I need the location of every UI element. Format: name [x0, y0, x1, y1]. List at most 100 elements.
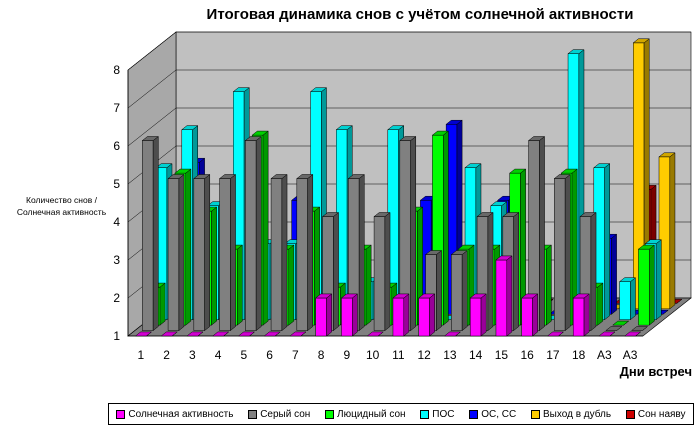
bar — [520, 293, 539, 337]
bar — [211, 331, 230, 337]
x-tick-label: 15 — [495, 348, 509, 362]
legend-label: Выход в дубль — [543, 408, 612, 420]
legend: Солнечная активность Серый сон Люцидный со… — [108, 403, 694, 425]
bar — [392, 293, 410, 337]
legend-item: Солнечная активность — [116, 409, 233, 420]
x-tick-label: 3 — [189, 348, 196, 362]
legend-swatch — [325, 409, 335, 419]
y-tick-label: 1 — [113, 329, 120, 343]
legend-label: Солнечная активность — [128, 408, 234, 420]
bar — [424, 249, 443, 332]
bar — [289, 331, 307, 337]
chart-title: Итоговая динамика снов с учётом солнечно… — [206, 6, 634, 23]
bar — [340, 293, 359, 337]
bar — [167, 173, 185, 332]
legend-label: Люцидный сон — [337, 408, 406, 420]
legend-swatch — [625, 409, 635, 419]
bar — [321, 211, 340, 332]
bar — [399, 135, 417, 332]
legend-label: ОС, СС — [481, 408, 517, 420]
bar — [546, 331, 565, 337]
legend-swatch — [116, 409, 126, 419]
bar — [598, 331, 616, 337]
legend-item: Выход в дубль — [531, 409, 611, 420]
legend-item: ПОС — [420, 409, 454, 420]
gridline — [127, 107, 691, 147]
y-tick-label: 5 — [113, 177, 120, 191]
x-tick-label: А3 — [623, 348, 638, 362]
gridline — [127, 69, 691, 109]
x-tick-label: 2 — [163, 348, 170, 362]
bar — [186, 331, 204, 337]
bar — [658, 152, 676, 310]
x-tick-label: 9 — [344, 348, 351, 362]
y-tick-label: 4 — [113, 215, 120, 229]
bar — [579, 211, 597, 332]
bar — [495, 255, 513, 337]
legend-label: Сон наяву — [637, 408, 686, 420]
bar — [553, 173, 572, 332]
bar — [527, 135, 546, 332]
bar — [314, 293, 333, 337]
bar — [193, 173, 211, 332]
x-tick-label: 10 — [366, 348, 380, 362]
x-tick-label: 1 — [138, 348, 145, 362]
bar — [160, 331, 178, 337]
bar — [141, 135, 160, 332]
bar — [443, 331, 462, 337]
legend-item: Сон наяву — [625, 408, 686, 420]
bar — [366, 331, 384, 337]
bar — [263, 331, 281, 337]
legend-label: Серый сон — [260, 408, 311, 420]
y-tick-label: 2 — [113, 291, 120, 305]
x-tick-label: 4 — [215, 348, 222, 362]
x-tick-label: 7 — [292, 348, 299, 362]
gridline — [127, 31, 691, 71]
x-tick-label: 18 — [572, 348, 586, 362]
x-tick-label: 17 — [546, 348, 560, 362]
bar — [347, 173, 366, 332]
bar — [637, 244, 656, 326]
bar — [476, 211, 494, 332]
bar — [270, 173, 288, 332]
x-axis-label: Дни встреч — [619, 364, 692, 379]
x-tick-label: 6 — [266, 348, 273, 362]
x-tick-label: А3 — [597, 348, 612, 362]
x-tick-label: 5 — [241, 348, 248, 362]
bar — [373, 211, 391, 332]
bar — [296, 173, 314, 332]
legend-item: Серый сон — [248, 409, 310, 420]
x-tick-label: 13 — [443, 348, 457, 362]
bar — [244, 135, 263, 332]
legend-swatch — [469, 409, 479, 419]
bar — [134, 331, 153, 337]
y-tick-label: 6 — [113, 139, 120, 153]
bar — [237, 331, 256, 337]
bar — [611, 320, 630, 326]
bar — [218, 173, 237, 332]
legend-swatch — [248, 409, 258, 419]
y-tick-label: 3 — [113, 253, 120, 267]
legend-item: ОС, СС — [469, 409, 516, 420]
bar — [605, 326, 623, 331]
bar — [417, 293, 436, 337]
x-tick-label: 16 — [520, 348, 534, 362]
x-tick-label: 11 — [392, 348, 405, 362]
bar — [618, 277, 637, 321]
bar — [572, 293, 590, 337]
y-tick-label: 7 — [113, 101, 120, 115]
bar — [623, 331, 642, 337]
bar — [469, 293, 487, 337]
bar — [450, 249, 469, 332]
legend-item: Люцидный сон — [325, 408, 406, 420]
y-tick-label: 8 — [113, 63, 120, 77]
legend-swatch — [420, 409, 430, 419]
y-axis-label: Количество снов / Солнечная активность — [16, 195, 107, 217]
bar — [431, 130, 450, 326]
x-tick-label: 12 — [417, 348, 431, 362]
x-tick-label: 14 — [469, 348, 483, 362]
legend-label: ПОС — [432, 408, 455, 420]
legend-swatch — [531, 409, 541, 419]
x-tick-label: 8 — [318, 348, 325, 362]
